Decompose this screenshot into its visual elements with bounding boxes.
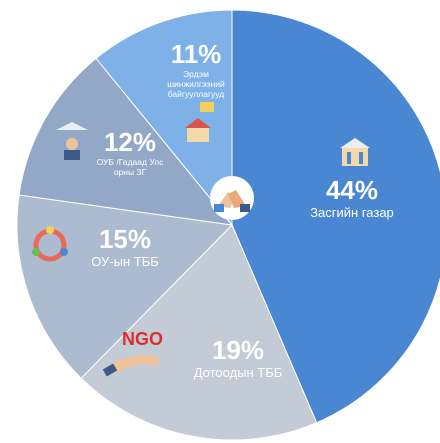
icons: NGO <box>32 102 370 377</box>
category-label: Засгийн газар <box>310 205 394 220</box>
ngo-icon: NGO <box>102 329 163 377</box>
sleeve-icon <box>214 204 224 212</box>
building-icon <box>340 138 370 166</box>
category-label: ОУ-ын ТББ <box>91 254 159 269</box>
people-icon <box>56 122 88 160</box>
circle-people-icon <box>32 226 68 262</box>
percent-label: 44% <box>325 175 379 205</box>
school-icon <box>185 102 214 142</box>
percent-label: 15% <box>98 224 152 254</box>
pie-slice <box>95 9 233 227</box>
percent-label: 19% <box>211 335 265 365</box>
percent-label: 12% <box>103 127 157 157</box>
pie-slice <box>80 224 318 441</box>
svg-text:NGO: NGO <box>122 329 163 349</box>
category-label: ОУБ /Гадаад Улс орны ЗГ <box>96 157 164 177</box>
sleeve-icon <box>240 204 250 212</box>
category-label: Эрдэм шинжилгээний байгууллагууд <box>167 69 225 99</box>
category-label: Дотоодын ТББ <box>193 365 283 380</box>
percent-label: 11% <box>170 39 222 69</box>
pie-slice <box>16 194 234 379</box>
pie-slice <box>231 9 440 424</box>
hand-icon <box>228 190 246 208</box>
pie-slice <box>18 57 234 226</box>
